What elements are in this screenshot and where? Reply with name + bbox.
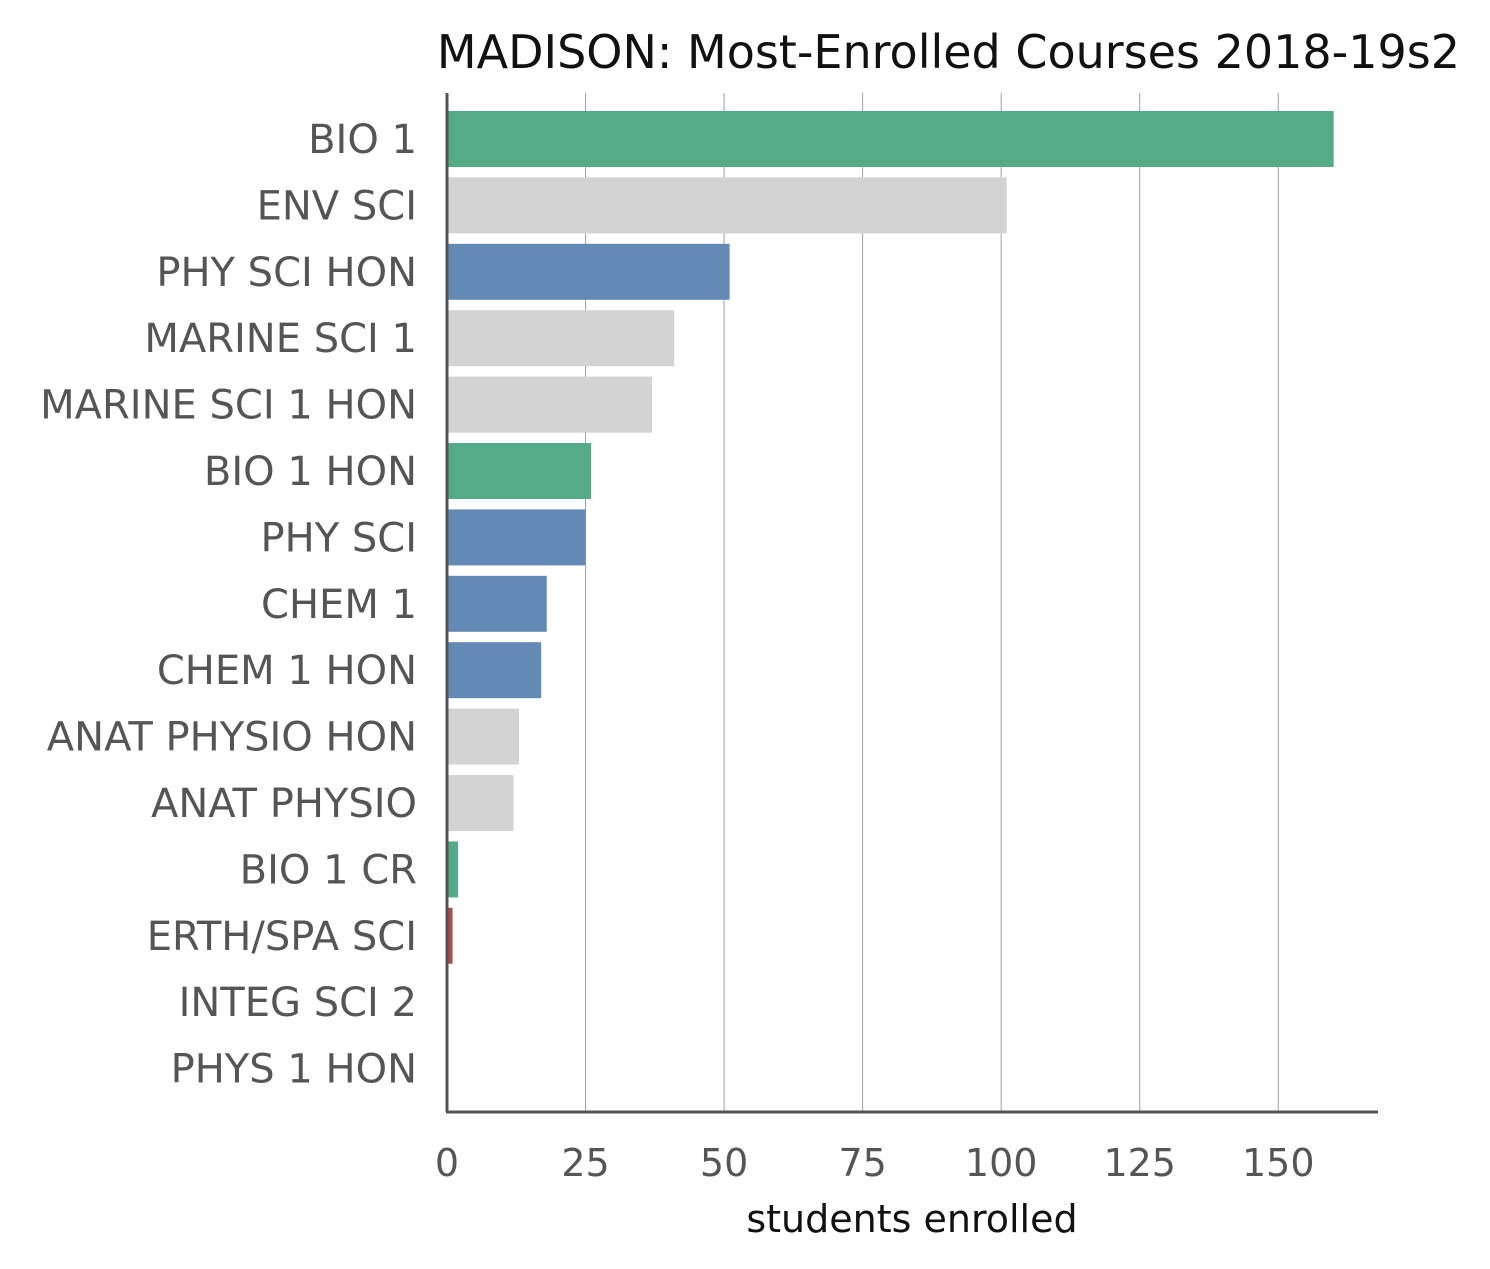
category-labels: BIO 1 ENV SCI PHY SCI HON MARINE SCI 1 MARIN… bbox=[40, 117, 417, 1093]
bar bbox=[447, 509, 586, 566]
category-label: MARINE SCI 1 bbox=[144, 316, 417, 362]
category-label: CHEM 1 bbox=[261, 582, 417, 628]
category-label: ERTH/SPA SCI bbox=[147, 914, 417, 960]
category-label: ANAT PHYSIO bbox=[151, 781, 417, 827]
x-tick-label: 125 bbox=[1103, 1141, 1176, 1185]
category-label: MARINE SCI 1 HON bbox=[40, 383, 417, 429]
x-tick-label: 150 bbox=[1242, 1141, 1315, 1185]
category-label: CHEM 1 HON bbox=[157, 648, 417, 694]
x-tick-label: 100 bbox=[965, 1141, 1038, 1185]
bars bbox=[447, 111, 1334, 964]
bar bbox=[447, 708, 520, 765]
category-label: PHYS 1 HON bbox=[171, 1047, 417, 1093]
bar bbox=[447, 177, 1007, 234]
bar bbox=[447, 775, 514, 831]
bar bbox=[447, 841, 459, 898]
x-tick-labels: 0 25 50 75 100 125 150 bbox=[435, 1141, 1315, 1185]
bar bbox=[447, 111, 1334, 167]
chart-title: MADISON: Most-Enrolled Courses 2018-19s2 bbox=[437, 25, 1460, 79]
bar bbox=[447, 376, 653, 433]
x-tick-label: 0 bbox=[435, 1141, 459, 1185]
bar bbox=[447, 443, 592, 499]
x-tick-label: 75 bbox=[838, 1141, 886, 1185]
category-label: BIO 1 HON bbox=[204, 449, 417, 495]
bar bbox=[447, 642, 542, 699]
category-label: PHY SCI bbox=[261, 515, 417, 561]
x-axis-label: students enrolled bbox=[746, 1197, 1077, 1241]
category-label: ENV SCI bbox=[257, 183, 417, 229]
bar bbox=[447, 310, 675, 367]
category-label: PHY SCI HON bbox=[156, 250, 417, 296]
x-tick-label: 25 bbox=[561, 1141, 609, 1185]
x-tick-label: 50 bbox=[700, 1141, 748, 1185]
category-label: INTEG SCI 2 bbox=[179, 980, 417, 1026]
bar bbox=[447, 243, 730, 300]
bar bbox=[447, 575, 547, 632]
category-label: BIO 1 bbox=[308, 117, 417, 163]
category-label: ANAT PHYSIO HON bbox=[47, 715, 417, 761]
bar bbox=[447, 907, 453, 964]
category-label: BIO 1 CR bbox=[240, 847, 417, 893]
